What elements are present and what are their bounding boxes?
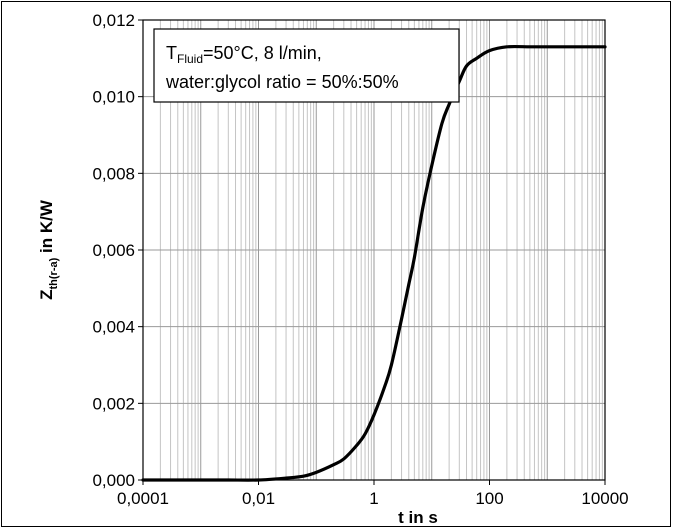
y-tick-label: 0,010: [92, 88, 135, 107]
x-tick-labels: 0,0001 0,01 1 100 10000: [117, 480, 629, 508]
x-tick-label: 10000: [581, 489, 628, 508]
series-line: [141, 44, 607, 482]
y-tick-label: 0,004: [92, 318, 135, 337]
x-axis-title: t in s: [398, 508, 438, 527]
y-tick-label: 0,008: [92, 164, 135, 183]
y-tick-labels: 0,000 0,002 0,004 0,006 0,008 0,010 0,012: [92, 11, 143, 490]
annotation-box: TFluid=50°C, 8 l/min, water:glycol ratio…: [153, 28, 460, 103]
x-tick-label: 100: [475, 489, 503, 508]
x-tick-label: 0,01: [242, 489, 275, 508]
x-tick-label: 1: [369, 489, 378, 508]
y-tick-label: 0,002: [92, 394, 135, 413]
annotation-line-2: water:glycol ratio = 50%:50%: [165, 72, 399, 92]
y-axis-title: Zth(r-a) in K/W: [37, 199, 60, 300]
y-tick-label: 0,012: [92, 11, 135, 30]
y-tick-label: 0,006: [92, 241, 135, 260]
y-tick-label: 0,000: [92, 471, 135, 490]
annotation-line-1: TFluid=50°C, 8 l/min,: [166, 43, 322, 66]
x-tick-label: 0,0001: [117, 489, 169, 508]
